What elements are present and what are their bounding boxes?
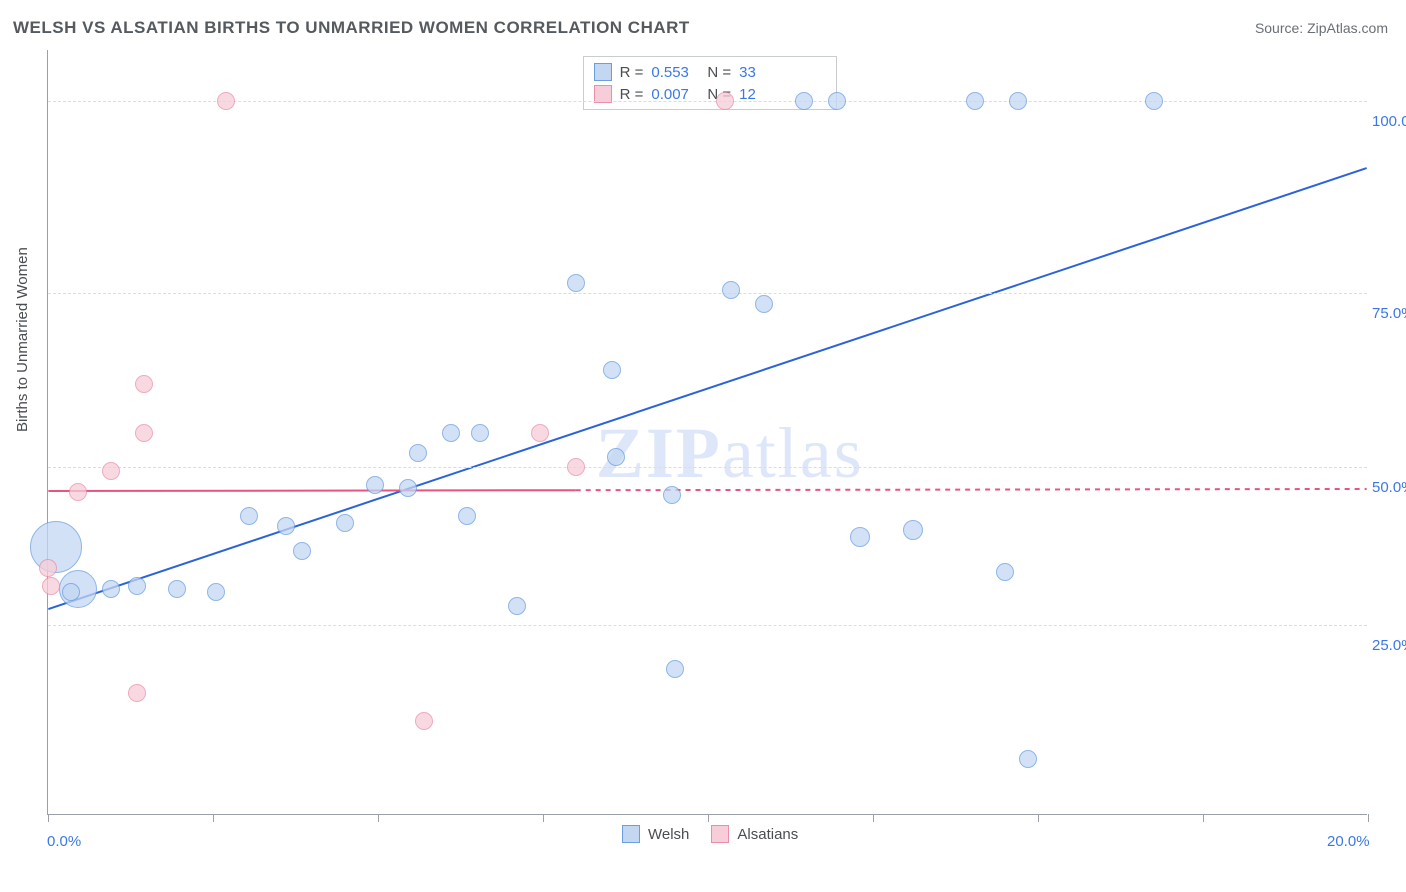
gridline	[48, 467, 1367, 468]
legend-swatch	[622, 825, 640, 843]
scatter-point-alsatians	[217, 92, 235, 110]
stats-r-label: R =	[620, 64, 644, 81]
x-tick	[1368, 814, 1369, 822]
scatter-point-welsh	[366, 476, 384, 494]
x-tick-label: 0.0%	[47, 833, 81, 850]
scatter-point-welsh	[1145, 92, 1163, 110]
scatter-point-welsh	[903, 520, 923, 540]
scatter-point-welsh	[666, 660, 684, 678]
stats-n-value: 33	[739, 64, 787, 81]
x-tick-label: 20.0%	[1327, 833, 1370, 850]
scatter-point-welsh	[508, 597, 526, 615]
scatter-point-welsh	[850, 527, 870, 547]
stats-r-value: 0.553	[651, 64, 699, 81]
scatter-point-welsh	[471, 424, 489, 442]
y-tick-label: 50.0%	[1372, 479, 1406, 496]
scatter-point-welsh	[603, 361, 621, 379]
scatter-point-welsh	[399, 479, 417, 497]
scatter-point-welsh	[293, 542, 311, 560]
legend-label: Welsh	[648, 826, 689, 843]
x-tick	[1038, 814, 1039, 822]
scatter-point-welsh	[966, 92, 984, 110]
scatter-point-welsh	[795, 92, 813, 110]
stats-n-label: N =	[707, 64, 731, 81]
scatter-point-welsh	[207, 583, 225, 601]
scatter-point-welsh	[128, 577, 146, 595]
scatter-point-welsh	[1009, 92, 1027, 110]
scatter-point-welsh	[828, 92, 846, 110]
scatter-point-alsatians	[69, 483, 87, 501]
legend-item: Welsh	[622, 825, 689, 843]
watermark: ZIPatlas	[596, 412, 864, 495]
legend: Welsh Alsatians	[622, 825, 798, 843]
scatter-point-welsh	[409, 444, 427, 462]
legend-swatch	[711, 825, 729, 843]
scatter-point-alsatians	[42, 577, 60, 595]
legend-label: Alsatians	[737, 826, 798, 843]
y-tick-label: 100.0%	[1372, 113, 1406, 130]
scatter-point-alsatians	[415, 712, 433, 730]
legend-swatch	[594, 63, 612, 81]
x-tick	[1203, 814, 1204, 822]
scatter-point-welsh	[996, 563, 1014, 581]
x-tick	[378, 814, 379, 822]
scatter-point-alsatians	[128, 684, 146, 702]
stats-row: R = 0.553 N = 33	[584, 61, 836, 83]
legend-item: Alsatians	[711, 825, 798, 843]
scatter-point-alsatians	[567, 458, 585, 476]
trend-lines	[48, 50, 1367, 814]
scatter-point-welsh	[336, 514, 354, 532]
scatter-point-alsatians	[39, 559, 57, 577]
scatter-point-welsh	[102, 580, 120, 598]
scatter-point-welsh	[1019, 750, 1037, 768]
scatter-point-alsatians	[102, 462, 120, 480]
gridline	[48, 293, 1367, 294]
scatter-point-welsh	[240, 507, 258, 525]
scatter-point-welsh	[277, 517, 295, 535]
scatter-point-welsh	[62, 583, 80, 601]
x-tick	[213, 814, 214, 822]
y-axis-title: Births to Unmarried Women	[14, 247, 31, 432]
x-tick	[708, 814, 709, 822]
scatter-point-welsh	[567, 274, 585, 292]
x-tick	[543, 814, 544, 822]
x-tick	[48, 814, 49, 822]
scatter-point-welsh	[442, 424, 460, 442]
plot-area: ZIPatlas R =0.553N =33R =0.007N =12 25.0…	[47, 50, 1367, 815]
scatter-point-welsh	[168, 580, 186, 598]
scatter-point-welsh	[722, 281, 740, 299]
chart-title: WELSH VS ALSATIAN BIRTHS TO UNMARRIED WO…	[13, 18, 690, 38]
scatter-point-alsatians	[135, 424, 153, 442]
scatter-point-alsatians	[716, 92, 734, 110]
scatter-point-welsh	[755, 295, 773, 313]
y-tick-label: 75.0%	[1372, 305, 1406, 322]
x-tick	[873, 814, 874, 822]
scatter-point-alsatians	[135, 375, 153, 393]
y-tick-label: 25.0%	[1372, 637, 1406, 654]
source-label: Source: ZipAtlas.com	[1255, 20, 1388, 36]
gridline	[48, 101, 1367, 102]
scatter-point-welsh	[663, 486, 681, 504]
scatter-point-welsh	[607, 448, 625, 466]
scatter-point-welsh	[458, 507, 476, 525]
gridline	[48, 625, 1367, 626]
scatter-point-alsatians	[531, 424, 549, 442]
